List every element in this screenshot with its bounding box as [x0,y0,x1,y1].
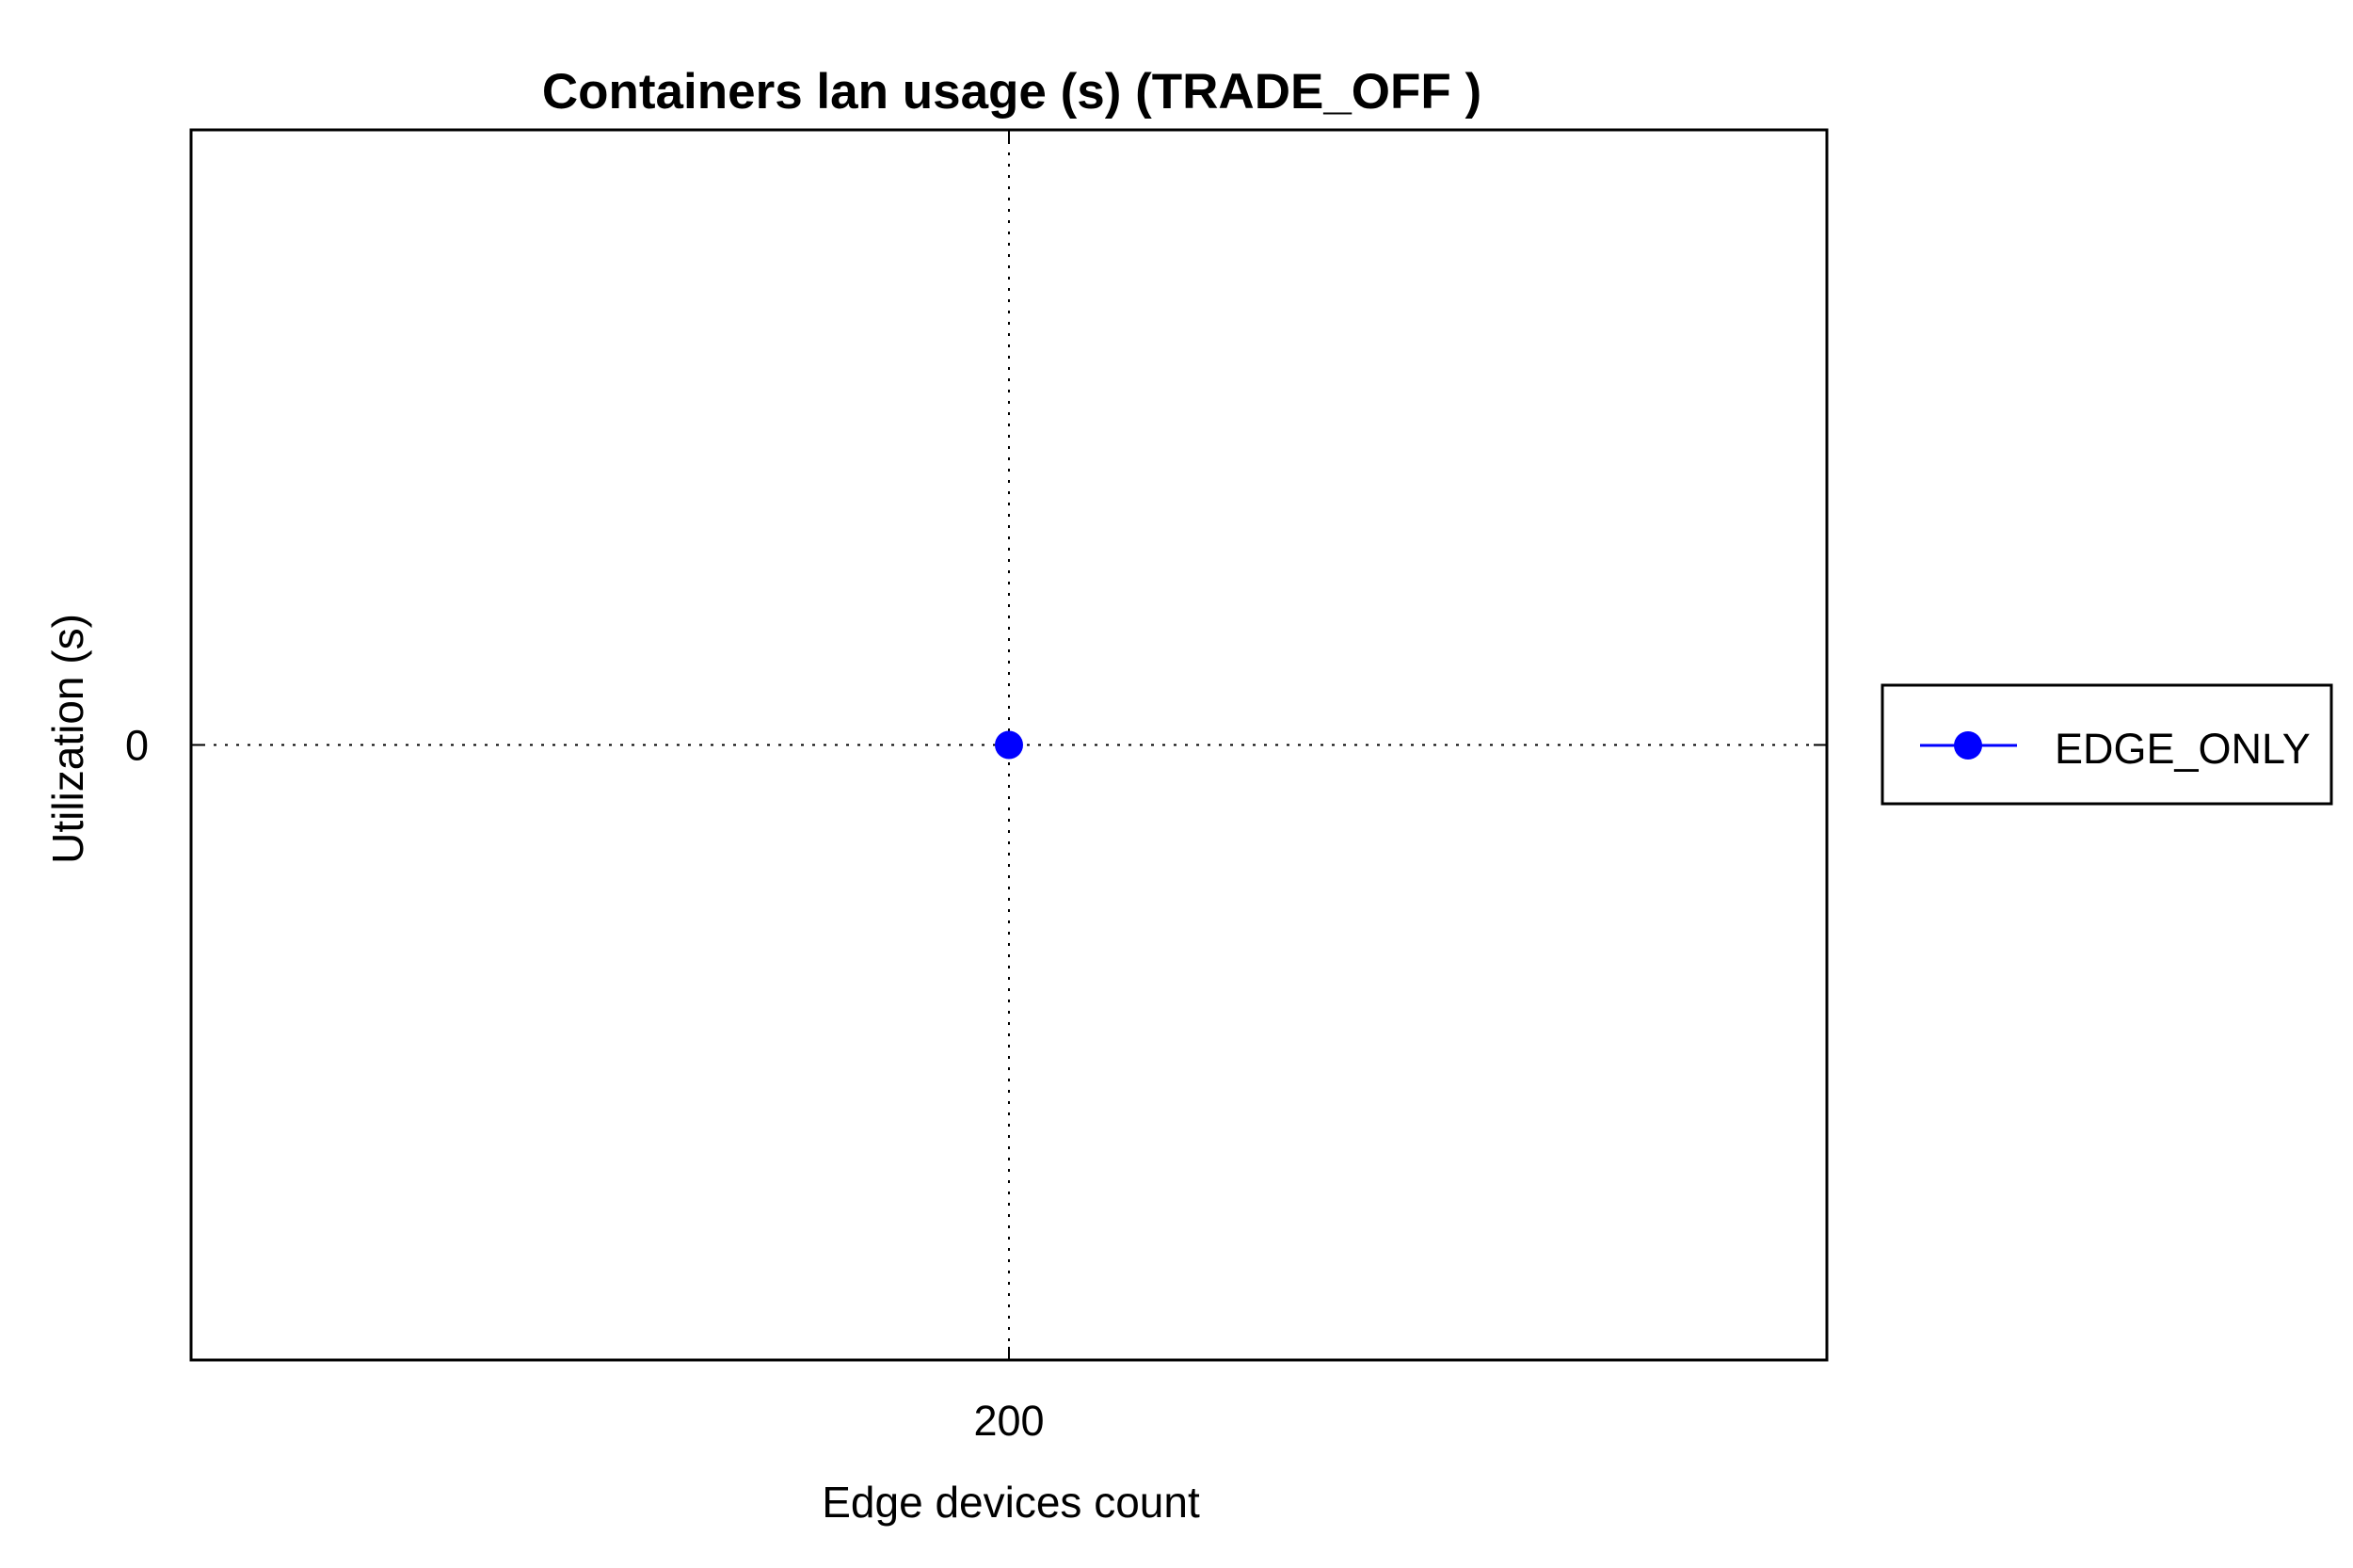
x-tick-label: 200 [973,1397,1044,1445]
y-axis-label: Utilization (s) [43,614,92,864]
y-tick-label: 0 [125,722,149,770]
series-layer [995,730,1023,760]
legend-label-edge-only: EDGE_ONLY [2055,725,2311,773]
chart-title: Containers lan usage (s) (TRADE_OFF ) [542,64,1481,120]
data-point [995,730,1023,760]
legend-marker-edge-only [1954,731,1982,760]
legend: EDGE_ONLY [1881,683,2333,806]
grid-layer [191,130,1827,1360]
x-axis-label: Edge devices count [822,1478,1200,1527]
